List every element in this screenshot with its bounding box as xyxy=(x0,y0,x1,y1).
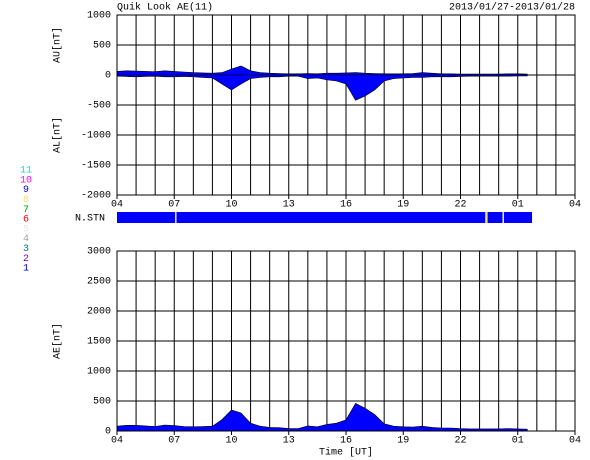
n-stn-segment xyxy=(176,212,486,223)
n-stn-segment xyxy=(117,212,176,223)
y-tick-label: 1500 xyxy=(87,337,111,348)
area xyxy=(116,74,528,101)
n-stn-label: N.STN xyxy=(75,214,105,225)
n-stn-segment xyxy=(502,212,505,223)
x-tick-label: 16 xyxy=(340,200,352,211)
y-axis-label: AE[nT] xyxy=(52,323,64,359)
n-stn-segment xyxy=(504,212,533,223)
y-tick-label: -1500 xyxy=(81,161,111,172)
y-tick-label: 0 xyxy=(105,71,111,82)
station-legend-label: 6 xyxy=(23,215,29,226)
station-legend-label: 7 xyxy=(23,205,29,216)
n-stn-segment xyxy=(487,212,503,223)
x-tick-label: 07 xyxy=(168,436,180,447)
x-tick-label: 13 xyxy=(283,200,295,211)
x-tick-label: 01 xyxy=(512,436,524,447)
x-tick-label: 16 xyxy=(340,436,352,447)
y-tick-label: -500 xyxy=(87,101,111,112)
y-tick-label: -1000 xyxy=(81,131,111,142)
date-range: 2013/01/27-2013/01/28 xyxy=(449,2,575,14)
y-axis-label: AU[nT] xyxy=(52,27,64,63)
plot-frame xyxy=(116,14,576,196)
x-tick-label: 04 xyxy=(111,200,123,211)
plot-frame xyxy=(116,250,576,432)
station-legend-label: 4 xyxy=(23,234,29,245)
x-tick-label: 10 xyxy=(225,436,237,447)
chart-title: Quik Look AE(11) xyxy=(117,2,213,14)
n-stn-segment xyxy=(175,212,177,223)
x-tick-label: 01 xyxy=(512,200,524,211)
x-tick-label: 04 xyxy=(569,200,581,211)
y-tick-label: -2000 xyxy=(81,191,111,202)
x-tick-label: 19 xyxy=(397,436,409,447)
x-tick-label: 19 xyxy=(397,200,409,211)
y-tick-label: 2500 xyxy=(87,277,111,288)
x-tick-label: 22 xyxy=(454,436,466,447)
x-tick-label: 10 xyxy=(225,200,237,211)
x-tick-label: 07 xyxy=(168,200,180,211)
x-tick-label: 04 xyxy=(569,436,581,447)
x-tick-label: 13 xyxy=(283,436,295,447)
area xyxy=(116,403,528,432)
station-legend-label: 1 xyxy=(23,264,29,275)
y-tick-label: 500 xyxy=(93,397,111,408)
station-legend-label: 2 xyxy=(23,254,29,265)
y-tick-label: 3000 xyxy=(87,247,111,258)
y-tick-label: 2000 xyxy=(87,307,111,318)
station-legend-label: 5 xyxy=(23,224,29,235)
x-axis-label: Time [UT] xyxy=(319,447,373,459)
y-tick-label: 1000 xyxy=(87,11,111,22)
station-legend-label: 8 xyxy=(23,195,29,206)
station-legend-label: 11 xyxy=(20,166,32,177)
station-legend-label: 10 xyxy=(20,175,32,186)
station-legend-label: 3 xyxy=(23,244,29,255)
x-tick-label: 22 xyxy=(454,200,466,211)
x-tick-label: 04 xyxy=(111,436,123,447)
n-stn-segment xyxy=(485,212,488,223)
area xyxy=(116,65,528,76)
y-tick-label: 500 xyxy=(93,41,111,52)
y-tick-label: 0 xyxy=(105,427,111,438)
station-legend-label: 9 xyxy=(23,185,29,196)
y-tick-label: 1000 xyxy=(87,367,111,378)
y-axis-label: AL[nT] xyxy=(52,117,64,153)
